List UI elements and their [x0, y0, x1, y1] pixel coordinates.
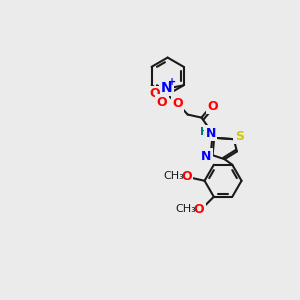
- Text: CH₃: CH₃: [164, 171, 184, 181]
- Text: O: O: [182, 169, 192, 183]
- Text: +: +: [168, 77, 176, 87]
- Text: O: O: [172, 97, 183, 110]
- Text: O: O: [208, 100, 218, 112]
- Text: O: O: [194, 202, 205, 216]
- Text: S: S: [235, 130, 244, 142]
- Text: N: N: [206, 127, 216, 140]
- Text: H: H: [200, 127, 209, 137]
- Text: O: O: [157, 96, 167, 109]
- Text: N: N: [201, 150, 211, 163]
- Text: N: N: [161, 81, 172, 94]
- Text: O: O: [149, 87, 160, 100]
- Text: CH₃: CH₃: [176, 204, 196, 214]
